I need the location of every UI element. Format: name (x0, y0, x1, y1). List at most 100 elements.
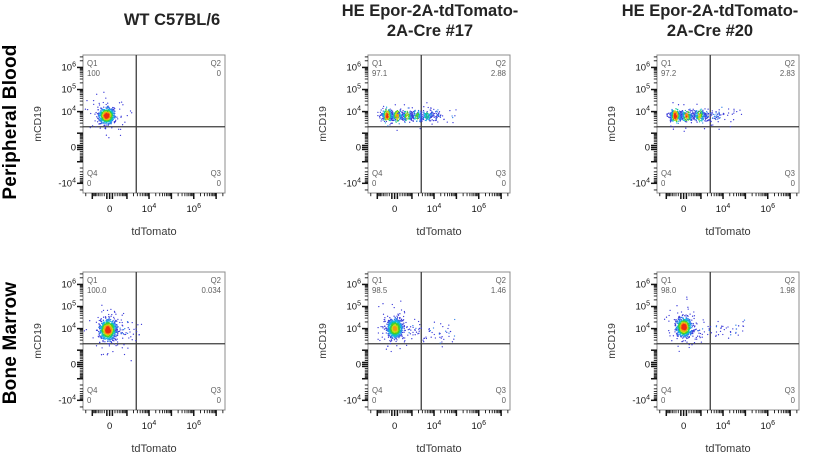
quadrant-value-q2: 1.46 (491, 286, 506, 295)
column-title-line: HE Epor-2A-tdTomato- (341, 2, 519, 20)
quadrant-label-q3: Q3 (211, 386, 221, 395)
column-title-he20: HE Epor-2A-tdTomato- 2A-Cre #20 (570, 1, 840, 41)
plot-frame (367, 54, 511, 194)
scatter-points (663, 296, 746, 353)
axis-tick-label: -104 (58, 394, 76, 406)
row-label-bone-marrow: Bone Marrow (0, 281, 21, 405)
y-axis-label: mCD19 (317, 106, 329, 142)
quadrant-label-q3: Q3 (785, 386, 795, 395)
axis-tick-label: 106 (187, 420, 202, 432)
axis-tick-label: 0 (645, 360, 650, 371)
axis-tick-label: -104 (343, 394, 361, 406)
quadrant-label-q2: Q2 (785, 59, 795, 68)
quadrant-value-q3: 0 (502, 396, 507, 405)
flow-plot-svg: 0 104 1061061051040-104Q198.5Q21.46Q40Q30t… (317, 271, 511, 455)
flow-plot-pb-he17: 0 104 106 106 105 104 0 -104 Q1 97.1 Q2 2.88 Q4 0 Q3 0 t… (316, 47, 516, 239)
axis-tick-label: 106 (62, 61, 77, 73)
axis-tick-label: 0 (681, 204, 686, 215)
quadrant-label-q1: Q1 (372, 276, 382, 285)
quadrant-label-q2: Q2 (496, 59, 506, 68)
quadrant-label-q4: Q4 (661, 386, 672, 395)
axis-tick-label: 106 (636, 278, 651, 290)
quadrant-value-q4: 0 (372, 179, 377, 188)
column-title-he17: HE Epor-2A-tdTomato- 2A-Cre #17 (290, 1, 570, 41)
quadrant-value-q3: 0 (217, 396, 222, 405)
axis-tick-label: 105 (347, 84, 362, 96)
axis-tick-label: 104 (62, 323, 77, 335)
quadrant-label-q3: Q3 (785, 169, 795, 178)
y-axis-label: mCD19 (606, 323, 618, 359)
quadrant-value-q4: 0 (87, 179, 92, 188)
quadrant-label-q1: Q1 (661, 276, 671, 285)
axis-tick-label: 0 (71, 360, 76, 371)
scatter-points (377, 102, 457, 132)
quadrant-value-q3: 0 (502, 179, 507, 188)
quadrant-label-q4: Q4 (661, 169, 672, 178)
quadrant-value-q3: 0 (217, 179, 222, 188)
axis-tick-label: 104 (62, 106, 77, 118)
scatter-points (666, 102, 743, 132)
flow-plot-pb-he20: 0 104 106 106 105 104 0 -104 Q1 97.2 Q2 2.83 Q4 0 Q3 0 t… (605, 47, 805, 239)
flow-plot-bm-he17: 0 104 106 106 105 104 0 -104 Q1 98.5 Q2 1.46 Q4 0 Q3 0 t… (316, 264, 516, 456)
quadrant-value-q4: 0 (372, 396, 377, 405)
axis-tick-label: 0 (356, 360, 361, 371)
quadrant-value-q2: 2.88 (491, 69, 506, 78)
column-title-wt-c57bl6: WT C57BL/6 (32, 10, 312, 30)
flow-plot-bm-wt-c57bl6: 0 104 106 106 105 104 0 -104 Q1 100.0 Q2 0.034 Q4 0 Q3… (31, 264, 231, 456)
quadrant-value-q2: 1.98 (780, 286, 795, 295)
axis-tick-label: 105 (636, 301, 651, 313)
quadrant-value-q4: 0 (661, 396, 666, 405)
plot-frame (656, 271, 800, 411)
axis-tick-label: 0 (71, 143, 76, 154)
flow-plot-svg: 0 104 1061061051040-104Q1100Q20Q40Q30tdTom… (32, 54, 226, 238)
axis-tick-label: 106 (347, 61, 362, 73)
quadrant-value-q1: 97.2 (661, 69, 676, 78)
quadrant-value-q1: 97.1 (372, 69, 387, 78)
flow-plot-svg: 0 104 1061061051040-104Q197.1Q22.88Q40Q30t… (317, 54, 511, 238)
axis-tick-label: 106 (187, 203, 202, 215)
quadrant-label-q3: Q3 (496, 386, 506, 395)
axis-tick-label: 105 (347, 301, 362, 313)
scatter-points (377, 300, 456, 353)
axis-tick-label: 0 (107, 421, 112, 432)
quadrant-value-q3: 0 (791, 396, 796, 405)
y-axis-label: mCD19 (317, 323, 329, 359)
axis-tick-label: -104 (343, 177, 361, 189)
quadrant-label-q1: Q1 (87, 276, 97, 285)
flow-plot-svg: 0 104 1061061051040-104Q198.0Q21.98Q40Q30t… (606, 271, 800, 455)
axis-tick-label: 105 (62, 301, 77, 313)
quadrant-value-q2: 2.83 (780, 69, 795, 78)
scatter-points (83, 304, 143, 362)
plot-frame (367, 271, 511, 411)
row-label-peripheral-blood: Peripheral Blood (0, 44, 21, 200)
quadrant-label-q2: Q2 (785, 276, 795, 285)
quadrant-value-q2: 0 (217, 69, 222, 78)
y-axis-label: mCD19 (32, 323, 44, 359)
axis-tick-label: 104 (427, 420, 442, 432)
axis-tick-label: 104 (427, 203, 442, 215)
axis-tick-label: 106 (636, 61, 651, 73)
flow-plot-bm-he20: 0 104 106 106 105 104 0 -104 Q1 98.0 Q2 1.98 Q4 0 Q3 0 t… (605, 264, 805, 456)
quadrant-value-q4: 0 (87, 396, 92, 405)
axis-tick-label: 0 (392, 421, 397, 432)
x-axis-label: tdTomato (131, 443, 176, 455)
quadrant-value-q1: 98.0 (661, 286, 677, 295)
axis-tick-label: 0 (107, 204, 112, 215)
axis-tick-label: -104 (632, 177, 650, 189)
quadrant-label-q3: Q3 (211, 169, 221, 178)
column-title-line: 2A-Cre #20 (666, 22, 754, 40)
axis-tick-label: -104 (632, 394, 650, 406)
axis-tick-label: 106 (761, 203, 776, 215)
quadrant-value-q3: 0 (791, 179, 796, 188)
flow-plot-pb-wt-c57bl6: 0 104 106 106 105 104 0 -104 Q1 100 Q2 0 Q4 0 Q3 0 tdTom… (31, 47, 231, 239)
quadrant-label-q1: Q1 (661, 59, 671, 68)
quadrant-value-q2: 0.034 (201, 286, 221, 295)
quadrant-label-q4: Q4 (87, 386, 98, 395)
axis-tick-label: 105 (62, 84, 77, 96)
x-axis-label: tdTomato (131, 226, 176, 238)
axis-tick-label: 106 (472, 420, 487, 432)
y-axis-label: mCD19 (606, 106, 618, 142)
axis-tick-label: 0 (392, 204, 397, 215)
column-title-line: WT C57BL/6 (123, 11, 221, 29)
